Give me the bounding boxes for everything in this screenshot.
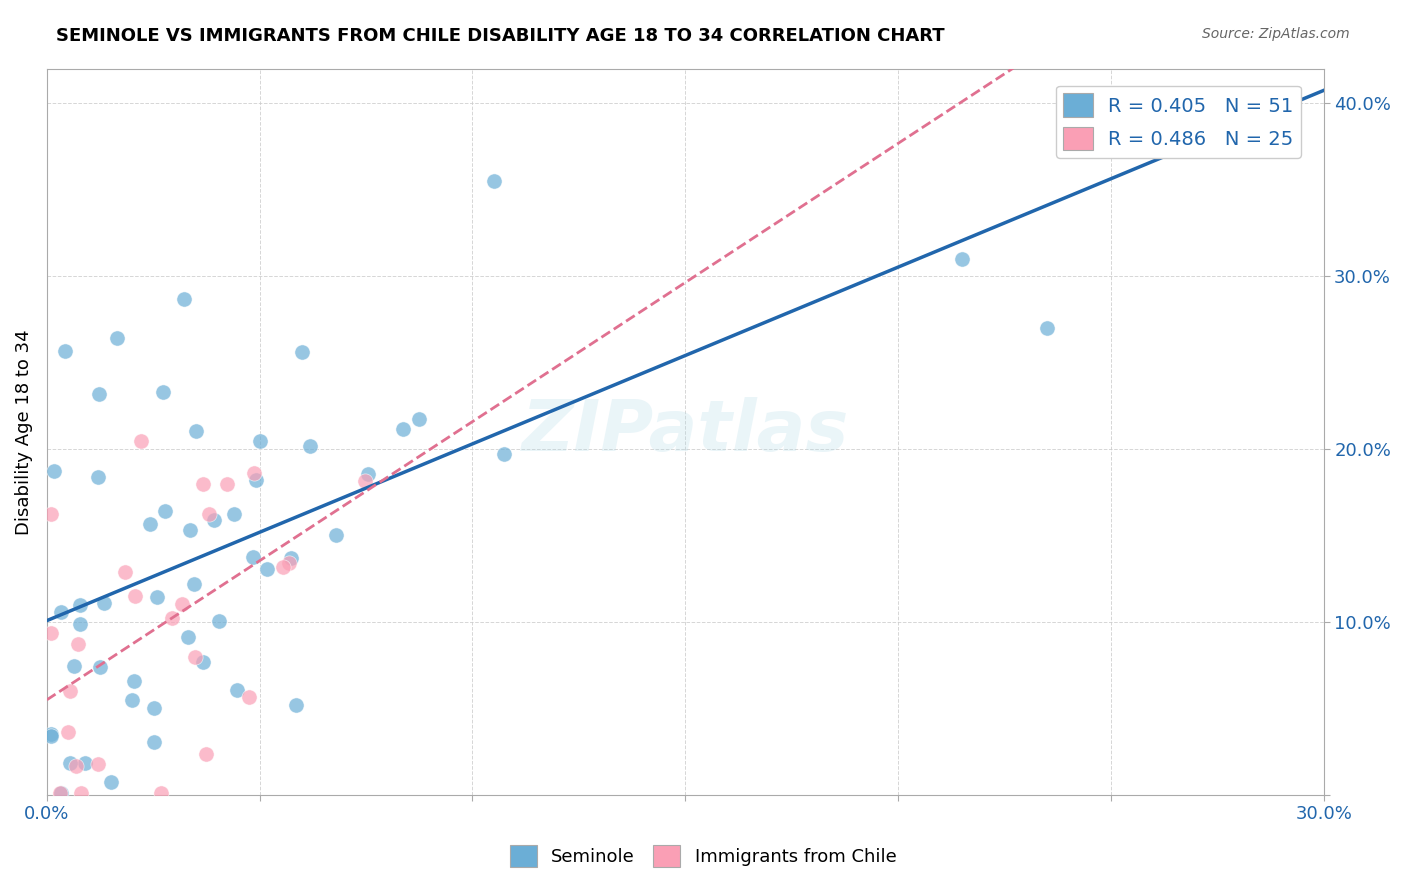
Point	[160, 611, 183, 625]
Point	[39, 727, 62, 741]
Text: Source: ZipAtlas.com: Source: ZipAtlas.com	[1202, 27, 1350, 41]
Point	[298, 439, 321, 453]
Point	[177, 630, 200, 644]
Point	[280, 550, 302, 565]
Point	[242, 549, 264, 564]
Point	[194, 747, 217, 761]
Point	[129, 434, 152, 448]
Text: SEMINOLE VS IMMIGRANTS FROM CHILE DISABILITY AGE 18 TO 34 CORRELATION CHART: SEMINOLE VS IMMIGRANTS FROM CHILE DISABI…	[56, 27, 945, 45]
Point	[325, 528, 347, 542]
Point	[59, 684, 82, 698]
Point	[243, 466, 266, 480]
Point	[186, 425, 208, 439]
Point	[152, 384, 174, 399]
Point	[173, 292, 195, 306]
Point	[492, 447, 515, 461]
Point	[49, 786, 72, 800]
Point	[285, 698, 308, 712]
Point	[69, 616, 91, 631]
Point	[202, 513, 225, 527]
Point	[39, 507, 62, 521]
Point	[245, 473, 267, 487]
Point	[198, 507, 221, 521]
Point	[222, 507, 245, 521]
Point	[249, 434, 271, 449]
Point	[215, 477, 238, 491]
Point	[170, 598, 193, 612]
Point	[67, 637, 90, 651]
Point	[179, 523, 201, 537]
Point	[143, 735, 166, 749]
Point	[49, 605, 72, 619]
Point	[291, 344, 314, 359]
Point	[100, 775, 122, 789]
Text: ZIPatlas: ZIPatlas	[522, 397, 849, 467]
Point	[89, 387, 111, 401]
Point	[124, 590, 146, 604]
Point	[49, 786, 72, 800]
Point	[69, 786, 91, 800]
Point	[138, 516, 160, 531]
Point	[408, 412, 430, 426]
Point	[122, 674, 145, 689]
Point	[256, 562, 278, 576]
Point	[278, 557, 301, 571]
Point	[392, 423, 415, 437]
Point	[208, 614, 231, 628]
Point	[59, 756, 82, 770]
Point	[63, 659, 86, 673]
Point	[69, 599, 91, 613]
Point	[238, 690, 260, 704]
Point	[482, 174, 505, 188]
Point	[357, 467, 380, 482]
Point	[142, 700, 165, 714]
Point	[271, 560, 294, 574]
Point	[42, 464, 65, 478]
Point	[150, 786, 173, 800]
Point	[354, 474, 377, 488]
Point	[93, 597, 115, 611]
Point	[39, 625, 62, 640]
Point	[105, 331, 128, 345]
Point	[114, 565, 136, 579]
Point	[183, 576, 205, 591]
Point	[184, 649, 207, 664]
Point	[65, 758, 87, 772]
Point	[226, 683, 249, 698]
Point	[145, 590, 167, 604]
Point	[53, 343, 76, 358]
Point	[89, 660, 111, 674]
Point	[193, 656, 215, 670]
Point	[87, 469, 110, 483]
Legend: Seminole, Immigrants from Chile: Seminole, Immigrants from Chile	[502, 838, 904, 874]
Legend: R = 0.405   N = 51, R = 0.486   N = 25: R = 0.405 N = 51, R = 0.486 N = 25	[1056, 86, 1301, 158]
Point	[56, 725, 79, 739]
Point	[1036, 321, 1059, 335]
Point	[73, 756, 96, 770]
Point	[86, 757, 108, 772]
Y-axis label: Disability Age 18 to 34: Disability Age 18 to 34	[15, 329, 32, 534]
Point	[193, 476, 215, 491]
Point	[121, 693, 143, 707]
Point	[153, 504, 176, 518]
Point	[950, 252, 973, 266]
Point	[39, 729, 62, 743]
